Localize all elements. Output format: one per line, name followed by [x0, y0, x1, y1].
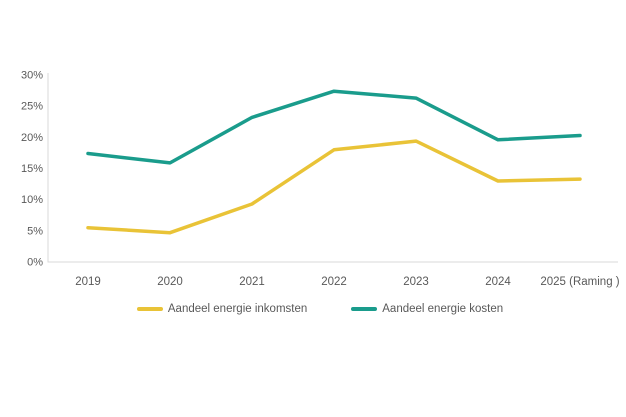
x-tick-label: 2019: [75, 276, 101, 288]
y-tick-label: 10%: [21, 194, 43, 206]
y-tick-label: 20%: [21, 132, 43, 144]
y-tick-label: 30%: [21, 70, 43, 82]
chart-legend: Aandeel energie inkomsten Aandeel energi…: [0, 303, 626, 315]
legend-item-kosten: Aandeel energie kosten: [351, 303, 503, 315]
y-tick-label: 5%: [27, 225, 43, 237]
legend-item-inkomsten: Aandeel energie inkomsten: [136, 303, 308, 315]
legend-swatch-kosten-icon: [351, 307, 378, 311]
x-tick-label: 2023: [403, 276, 429, 288]
y-tick-label: 15%: [21, 163, 43, 175]
axis-lines: [47, 73, 618, 263]
legend-label-inkomsten: Aandeel energie inkomsten: [167, 303, 308, 315]
x-tick-label: 2025 (Raming ): [540, 276, 619, 288]
legend-swatch-inkomsten-icon: [136, 307, 163, 311]
x-tick-label: 2021: [239, 276, 265, 288]
y-tick-label: 0%: [27, 257, 43, 269]
x-tick-label: 2020: [157, 276, 183, 288]
energy-share-line-chart: 0% 5% 10% 15% 20% 25% 30% 2019 2020 2021 2022 2023 2…: [21, 70, 620, 289]
series-line-kosten: [86, 89, 582, 165]
y-tick-label: 25%: [21, 101, 43, 113]
x-tick-label: 2022: [321, 276, 347, 288]
x-tick-label: 2024: [485, 276, 511, 288]
series-line-inkomsten: [86, 139, 582, 235]
legend-label-kosten: Aandeel energie kosten: [382, 303, 504, 315]
